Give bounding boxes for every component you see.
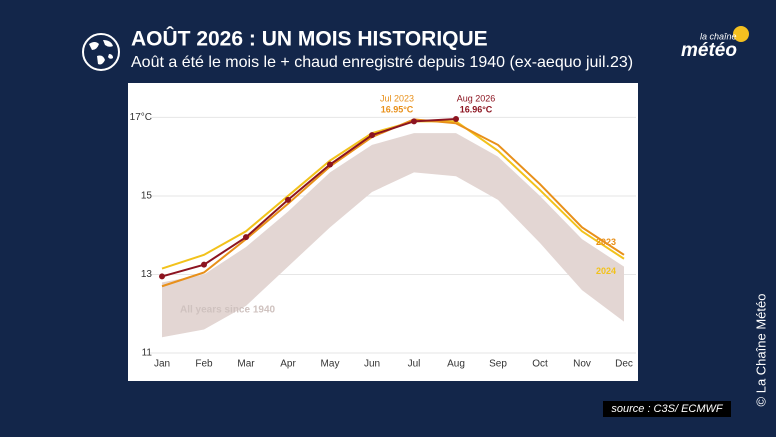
plot: 11 13 15 17°C Jan Feb Mar Apr May Jun Jul Aug Sep Oct… <box>130 93 636 370</box>
x-tick-label: Sep <box>489 359 507 370</box>
series-label: 2023 <box>596 237 616 247</box>
x-tick-label: Feb <box>195 359 213 370</box>
point <box>159 273 165 280</box>
title: AOÛT 2026 : UN MOIS HISTORIQUE <box>131 27 488 51</box>
point <box>285 196 291 203</box>
globe-icon <box>82 33 120 71</box>
subtitle: Août a été le mois le + chaud enregistré… <box>131 54 633 71</box>
y-tick-label: 13 <box>141 269 153 280</box>
x-tick-label: Oct <box>532 359 548 370</box>
x-tick-label: Dec <box>615 359 633 370</box>
point <box>201 261 207 268</box>
point <box>453 115 459 122</box>
point <box>411 118 417 125</box>
annotation-label: Jul 2023 <box>380 93 414 103</box>
source: source : C3S/ ECMWF <box>611 403 724 415</box>
y-tick-label: 11 <box>142 348 153 359</box>
y-tick-label: 17°C <box>130 112 152 123</box>
y-tick-label: 15 <box>141 191 153 202</box>
logo-main: météo <box>681 40 737 61</box>
point <box>327 161 333 168</box>
annotation-label: Aug 2026 <box>457 93 496 103</box>
source-box <box>603 401 731 417</box>
range-band <box>162 133 624 338</box>
point <box>243 234 249 241</box>
x-tick-label: Nov <box>573 359 591 370</box>
logo: la chaîne météo <box>681 26 749 61</box>
logo-top: la chaîne <box>700 31 737 41</box>
series-line <box>161 117 457 278</box>
x-tick-label: Jan <box>154 359 170 370</box>
credit: © La Chaîne Météo <box>753 294 768 407</box>
x-tick-label: Jun <box>364 359 380 370</box>
x-tick-label: Jul <box>408 359 421 370</box>
x-tick-label: Mar <box>237 359 255 370</box>
point <box>369 132 375 139</box>
x-tick-label: May <box>321 359 340 370</box>
x-tick-label: Apr <box>280 359 296 370</box>
range-label: All years since 1940 <box>180 305 276 316</box>
x-tick-label: Aug <box>447 359 465 370</box>
annotation-value: 16.96°C <box>460 104 493 114</box>
annotation-value: 16.95°C <box>381 104 414 114</box>
series-label: 2024 <box>596 266 616 276</box>
